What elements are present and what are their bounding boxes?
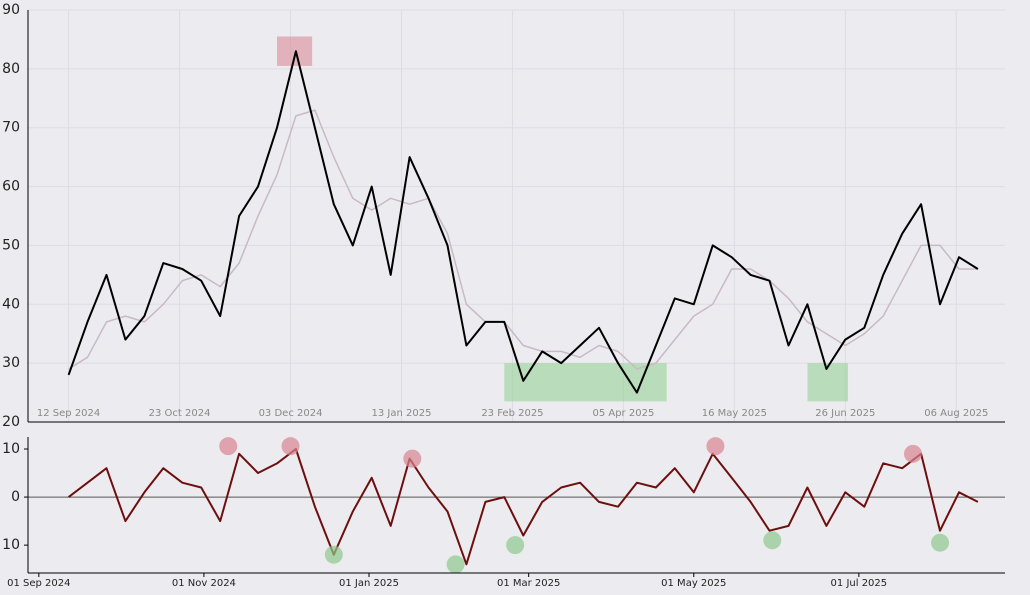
y-tick-label: 0 bbox=[11, 489, 20, 505]
marker bbox=[446, 555, 465, 574]
x-tick-label: 23 Feb 2025 bbox=[481, 408, 543, 419]
x-tick-label: 01 Jul 2025 bbox=[831, 578, 888, 589]
x-tick-label: 12 Sep 2024 bbox=[37, 408, 100, 419]
marker bbox=[324, 545, 343, 564]
y-tick-label: 80 bbox=[2, 61, 20, 77]
y-tick-label: 50 bbox=[2, 237, 20, 253]
x-tick-label: 01 Jan 2025 bbox=[339, 578, 399, 589]
line bbox=[67, 448, 979, 566]
x-tick-label: 01 Sep 2024 bbox=[7, 578, 70, 589]
y-tick-label: 40 bbox=[2, 296, 20, 312]
marker bbox=[903, 444, 922, 463]
y-tick-label: 60 bbox=[2, 179, 20, 195]
y-tick-label: 10 bbox=[2, 537, 20, 553]
x-tick-label: 01 Nov 2024 bbox=[172, 578, 236, 589]
x-tick-label: 01 Mar 2025 bbox=[497, 578, 560, 589]
marker bbox=[763, 531, 782, 550]
highlight bbox=[276, 36, 313, 66]
x-tick-label: 16 May 2025 bbox=[702, 408, 767, 419]
x-tick-label: 23 Oct 2024 bbox=[149, 408, 211, 419]
x-tick-label: 13 Jan 2025 bbox=[372, 408, 432, 419]
marker bbox=[219, 437, 238, 456]
y-tick-label: 10 bbox=[2, 441, 20, 457]
highlight bbox=[504, 363, 667, 402]
y-tick-label: 30 bbox=[2, 355, 20, 371]
line bbox=[68, 109, 978, 370]
x-tick-label: 05 Apr 2025 bbox=[592, 408, 654, 419]
marker bbox=[706, 437, 725, 456]
marker bbox=[506, 536, 525, 555]
marker bbox=[931, 533, 950, 552]
y-tick-label: 70 bbox=[2, 120, 20, 136]
x-tick-label: 06 Aug 2025 bbox=[924, 408, 988, 419]
y-tick-label: 90 bbox=[2, 2, 20, 18]
marker bbox=[403, 449, 422, 468]
line bbox=[67, 50, 979, 394]
marker bbox=[281, 437, 300, 456]
highlight bbox=[807, 363, 849, 402]
y-tick-label: 20 bbox=[2, 414, 20, 430]
x-tick-label: 26 Jun 2025 bbox=[815, 408, 875, 419]
x-tick-label: 03 Dec 2024 bbox=[259, 408, 323, 419]
x-tick-label: 01 May 2025 bbox=[661, 578, 726, 589]
